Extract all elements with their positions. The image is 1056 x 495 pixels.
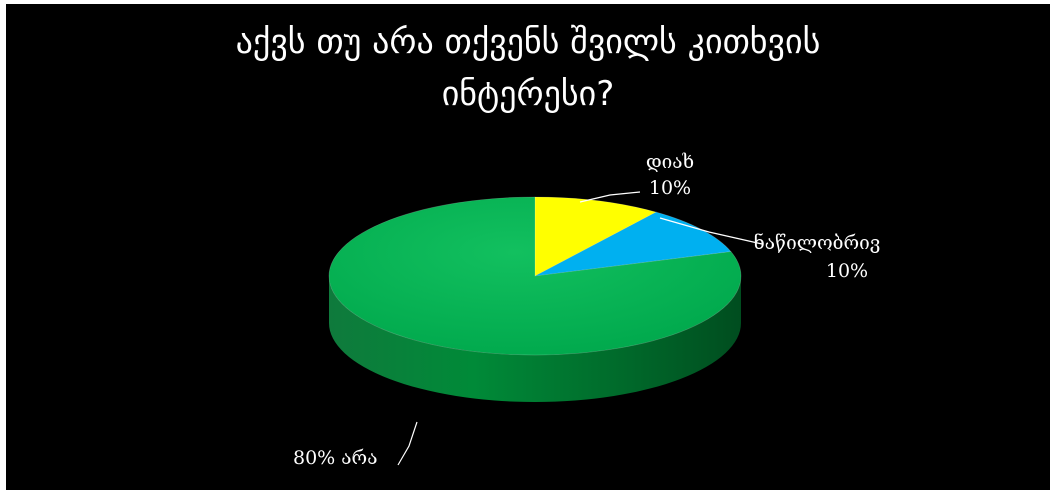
leader-lines [397,191,763,466]
data-label-natsilobriv-value: 10% [826,260,868,282]
data-label-natsilobriv-name: ნაწილობრივ [754,232,881,254]
chart-title: აქვს თუ არა თქვენს შვილს კითხვის ინტერეს… [6,16,1050,120]
data-label-ara: 80% არა [293,447,377,469]
pie-slice-side-3 [329,276,741,402]
leader-line-natsilobriv [659,217,763,245]
pie-slice-1 [534,196,657,277]
chart-frame: აქვს თუ არა თქვენს შვილს კითხვის ინტერეს… [6,4,1050,490]
pie-side-group [329,276,741,402]
pie-chart: დიახ 10% ნაწილობრივ 10% 80% არა [293,151,881,469]
leader-line-ara [397,421,418,466]
data-label-diakh-name: დიახ [646,151,694,173]
leader-line-diakh [579,191,641,203]
chart-title-line-1: აქვს თუ არა თქვენს შვილს კითხვის [235,22,821,62]
pie-top-group [328,196,742,356]
chart-title-line-2: ინტერესი? [441,74,615,114]
data-label-diakh-value: 10% [649,177,691,199]
pie-slice-3 [328,196,742,356]
